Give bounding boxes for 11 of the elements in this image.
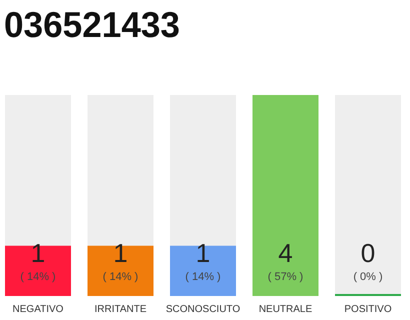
- data-label: 1 ( 14% ): [20, 238, 56, 283]
- x-tick-label: IRRITANTE: [94, 304, 147, 315]
- x-tick-label: SCONOSCIUTO: [166, 304, 240, 315]
- data-label: 0 ( 0% ): [353, 238, 383, 283]
- x-tick-label: POSITIVO: [344, 304, 392, 315]
- x-tick-label: NEUTRALE: [258, 304, 312, 315]
- data-label: 4 ( 57% ): [268, 238, 304, 283]
- data-label: 1 ( 14% ): [102, 238, 138, 283]
- chart-title: 036521433: [4, 4, 184, 45]
- data-label: 1 ( 14% ): [185, 238, 221, 283]
- x-tick-label: NEGATIVO: [12, 304, 64, 315]
